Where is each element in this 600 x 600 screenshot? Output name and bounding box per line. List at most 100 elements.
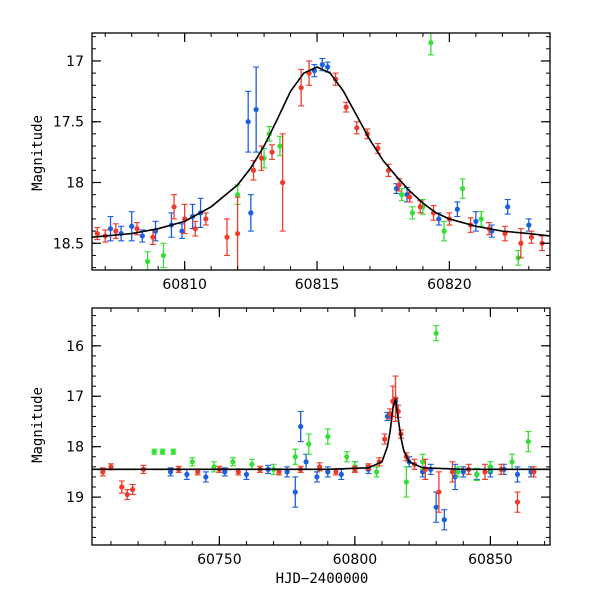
- data-point: [343, 104, 349, 110]
- data-point: [333, 469, 339, 475]
- data-point: [144, 258, 151, 265]
- data-point: [189, 459, 195, 465]
- data-point: [338, 471, 344, 478]
- data-point: [474, 471, 480, 478]
- data-point: [203, 216, 209, 222]
- data-point: [222, 469, 228, 475]
- data-point: [409, 210, 415, 216]
- top-model-curve: [92, 66, 550, 238]
- data-point: [525, 439, 531, 445]
- data-point: [292, 454, 298, 460]
- data-point: [433, 504, 439, 510]
- y-tick-label: 18: [66, 440, 84, 456]
- data-point: [449, 469, 456, 475]
- x-tick-label: 60750: [197, 552, 242, 568]
- data-point: [417, 204, 423, 210]
- bottom-series-blue: [167, 397, 535, 531]
- data-point: [159, 449, 166, 455]
- bottom-model-curve: [92, 398, 550, 471]
- data-point: [211, 464, 217, 470]
- y-tick-label: 18.5: [53, 236, 84, 252]
- data-point: [276, 469, 282, 475]
- data-point: [108, 464, 114, 470]
- y-axis-title-bottom: Magnitude: [30, 387, 46, 463]
- data-point: [526, 222, 532, 228]
- data-point: [528, 234, 535, 240]
- data-point: [306, 441, 312, 447]
- data-point: [113, 228, 119, 234]
- data-point: [139, 233, 145, 239]
- y-tick-label: 17: [66, 54, 84, 70]
- data-point: [235, 192, 241, 198]
- data-point: [325, 64, 331, 70]
- data-point: [119, 484, 125, 490]
- data-point: [280, 179, 286, 186]
- data-point: [203, 474, 209, 480]
- data-point: [230, 459, 236, 465]
- data-point: [253, 106, 259, 113]
- data-point: [150, 234, 156, 240]
- top-series-blue: [107, 57, 532, 243]
- top-plot-area: [92, 33, 550, 270]
- data-point: [428, 40, 434, 46]
- y-tick-label: 19: [66, 490, 84, 506]
- x-tick-label: 60850: [468, 552, 513, 568]
- data-point: [482, 469, 488, 475]
- data-point: [325, 433, 331, 440]
- bottom-series-green: [151, 325, 532, 498]
- data-point: [284, 469, 290, 475]
- data-point: [107, 226, 114, 232]
- bottom-plot-area: [92, 325, 550, 531]
- data-point: [509, 459, 515, 465]
- data-point: [192, 226, 198, 232]
- data-point: [258, 155, 265, 161]
- data-point: [277, 143, 283, 149]
- data-point: [303, 459, 309, 465]
- data-point: [243, 471, 250, 478]
- data-point: [248, 210, 254, 216]
- x-tick-label: 60810: [162, 277, 207, 293]
- data-point: [249, 461, 255, 467]
- data-point: [195, 469, 201, 475]
- data-point: [514, 499, 521, 505]
- data-point: [373, 469, 380, 475]
- data-point: [298, 423, 304, 430]
- data-point: [94, 230, 100, 237]
- data-point: [171, 204, 177, 210]
- y-axis-title-top: Magnitude: [30, 115, 46, 191]
- data-point: [436, 216, 442, 222]
- data-point: [245, 119, 251, 125]
- bottom-panel: 60750 60800 60850 16 17 18 19: [66, 307, 551, 568]
- y-tick-label: 16: [66, 339, 84, 355]
- data-point: [269, 149, 275, 155]
- data-point: [433, 330, 439, 336]
- data-point: [420, 459, 426, 465]
- data-point: [124, 491, 130, 498]
- y-tick-label: 18: [66, 175, 84, 191]
- data-point: [505, 204, 511, 210]
- data-point: [298, 85, 304, 91]
- data-point: [314, 474, 320, 480]
- data-point: [403, 479, 409, 485]
- y-tick-label: 17: [66, 389, 84, 405]
- x-tick-label: 60815: [295, 277, 340, 293]
- top-series-red: [94, 60, 546, 270]
- data-point: [455, 469, 461, 475]
- data-point: [100, 469, 106, 475]
- data-point: [167, 469, 174, 475]
- top-series-green: [144, 33, 522, 270]
- data-point: [436, 489, 442, 495]
- data-point: [344, 454, 350, 460]
- data-point: [441, 517, 447, 523]
- data-point: [478, 216, 484, 222]
- bottom-series-red: [99, 375, 537, 513]
- data-point: [319, 62, 325, 68]
- data-point: [235, 230, 241, 237]
- data-point: [292, 489, 298, 495]
- x-tick-label: 60800: [333, 552, 378, 568]
- data-point: [151, 449, 157, 455]
- data-point: [160, 252, 167, 259]
- data-point: [514, 471, 521, 478]
- data-point: [184, 471, 190, 478]
